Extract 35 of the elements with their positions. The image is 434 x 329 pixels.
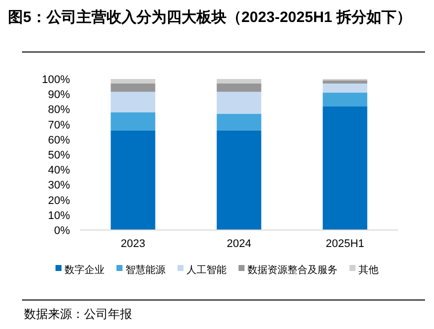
y-tick-label: 40% (48, 164, 70, 177)
title: 图5：公司主营收入分为四大板块（2023-2025H1 拆分如下） (8, 9, 412, 26)
x-tick-label: 2023 (120, 238, 146, 250)
x-tick-label: 2024 (226, 238, 252, 250)
y-tick-label: 80% (48, 104, 70, 116)
legend-label: 数据资源整合及服务 (248, 264, 338, 276)
bar (322, 92, 368, 106)
bar (216, 79, 262, 84)
legend-label: 其他 (358, 264, 378, 276)
y-tick-label: 100% (42, 74, 70, 86)
source-note: 数据来源：公司年报 (24, 307, 132, 321)
y-tick-label: 30% (48, 180, 70, 192)
legend-label: 数字企业 (64, 264, 104, 276)
y-tick-label: 0% (54, 225, 70, 237)
y-tick-label: 60% (48, 134, 70, 146)
x-tick-label: 2025H1 (326, 238, 364, 250)
bar (110, 112, 156, 130)
bar (216, 92, 262, 114)
bar (216, 84, 262, 92)
bar (216, 130, 262, 230)
bar (110, 84, 156, 92)
bar (110, 79, 156, 84)
bar (216, 114, 262, 130)
bar (322, 84, 368, 93)
bar (322, 80, 368, 84)
bar (110, 130, 156, 230)
y-tick-label: 10% (48, 210, 70, 222)
bar (110, 92, 156, 112)
y-tick-label: 20% (48, 194, 70, 207)
legend-label: 智慧能源 (126, 264, 166, 276)
bar (322, 106, 368, 230)
y-tick-label: 70% (48, 119, 70, 132)
y-tick-label: 90% (48, 89, 70, 102)
y-tick-label: 50% (48, 150, 70, 162)
legend-label: 人工智能 (186, 264, 226, 276)
